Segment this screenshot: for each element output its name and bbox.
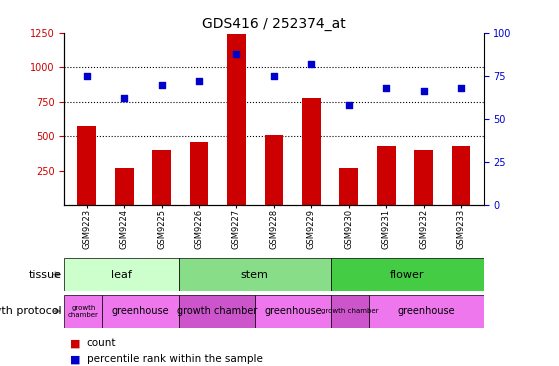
Bar <box>331 258 484 291</box>
Bar <box>264 135 283 205</box>
Text: ■: ■ <box>70 354 80 365</box>
Text: growth
chamber: growth chamber <box>68 305 99 318</box>
Bar <box>331 295 369 328</box>
Bar <box>414 150 433 205</box>
Bar <box>77 126 96 205</box>
Point <box>195 78 203 84</box>
Bar <box>339 168 358 205</box>
Text: greenhouse: greenhouse <box>112 306 169 316</box>
Bar <box>152 150 171 205</box>
Title: GDS416 / 252374_at: GDS416 / 252374_at <box>202 16 346 30</box>
Point <box>157 82 166 87</box>
Text: growth chamber: growth chamber <box>177 306 257 316</box>
Bar <box>102 295 179 328</box>
Bar <box>115 168 134 205</box>
Bar <box>255 295 331 328</box>
Text: greenhouse: greenhouse <box>264 306 322 316</box>
Point <box>457 85 466 91</box>
Text: greenhouse: greenhouse <box>397 306 455 316</box>
Bar <box>452 146 471 205</box>
Text: growth chamber: growth chamber <box>321 308 379 314</box>
Bar <box>227 34 246 205</box>
Bar <box>64 295 102 328</box>
Text: stem: stem <box>241 269 269 280</box>
Point <box>419 89 428 94</box>
Text: ■: ■ <box>70 338 80 348</box>
Bar <box>377 146 396 205</box>
Bar <box>179 258 331 291</box>
Text: leaf: leaf <box>111 269 132 280</box>
Bar <box>190 142 209 205</box>
Point <box>120 96 129 101</box>
Point <box>382 85 391 91</box>
Bar <box>369 295 484 328</box>
Text: growth protocol: growth protocol <box>0 306 61 316</box>
Point <box>232 51 241 56</box>
Point <box>82 73 91 79</box>
Text: tissue: tissue <box>29 269 61 280</box>
Point <box>307 61 316 67</box>
Text: flower: flower <box>390 269 424 280</box>
Point <box>269 73 278 79</box>
Text: count: count <box>87 338 116 348</box>
Bar <box>179 295 255 328</box>
Bar <box>64 258 179 291</box>
Text: percentile rank within the sample: percentile rank within the sample <box>87 354 263 365</box>
Bar <box>302 98 321 205</box>
Point <box>344 102 353 108</box>
